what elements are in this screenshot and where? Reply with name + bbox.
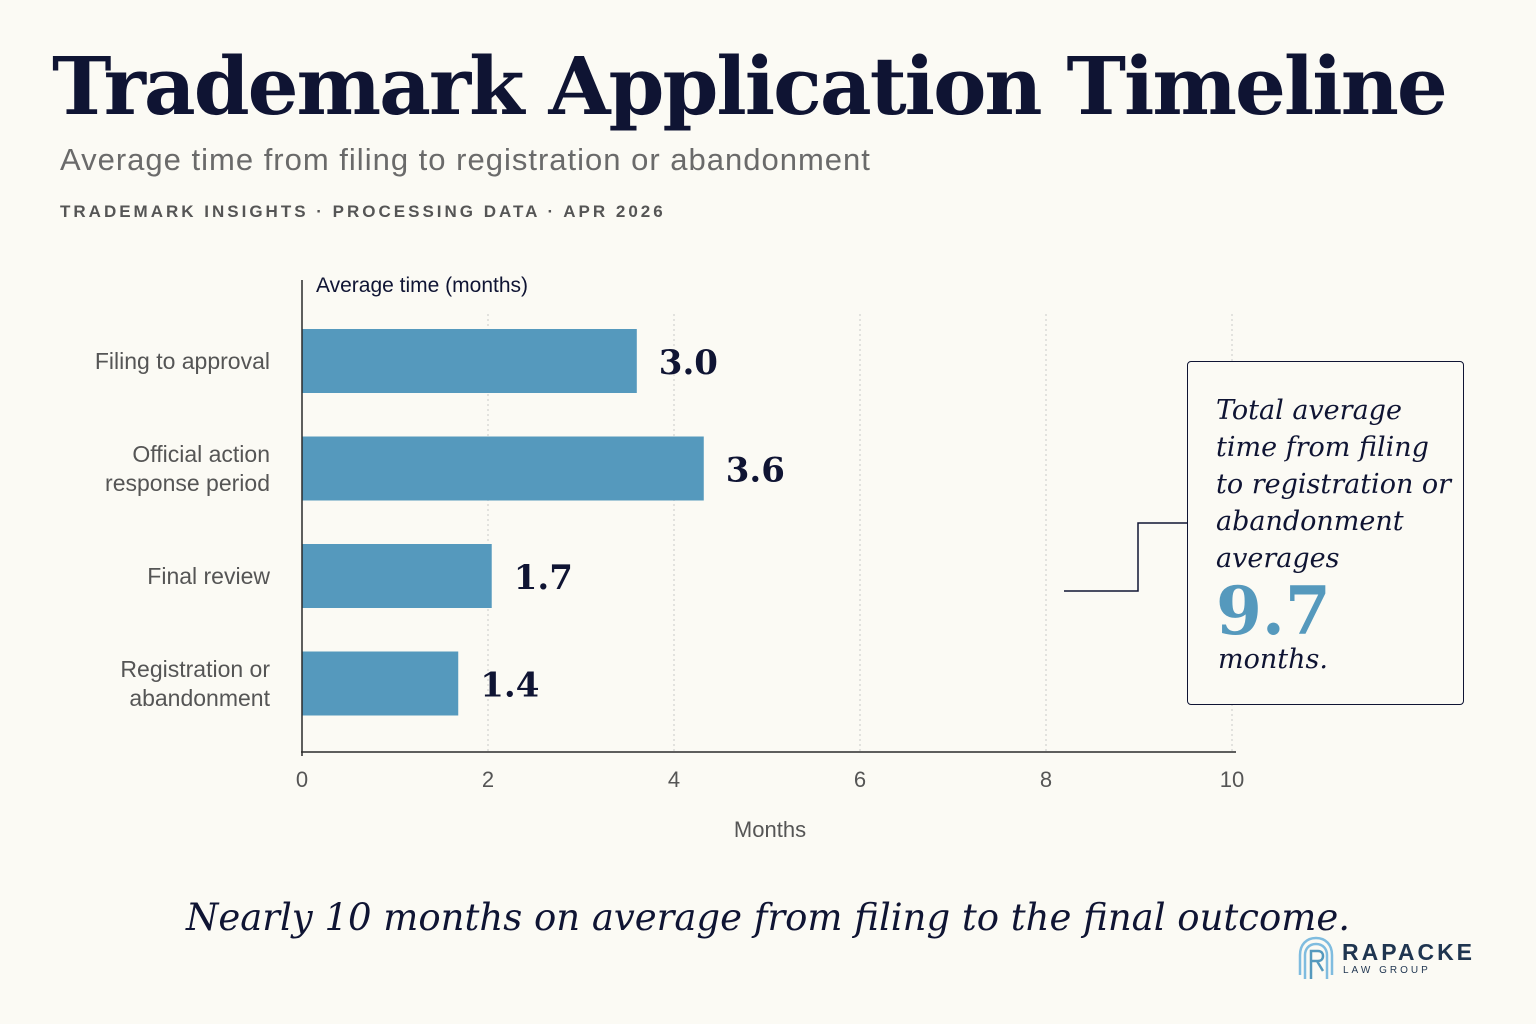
shield-logo-icon [1298,936,1334,979]
logo-wordmark: RAPACKE [1342,939,1476,965]
bar-value-label: 3.0 [659,343,718,383]
bar [302,651,459,716]
bar-value-label: 3.6 [726,451,785,491]
callout-unit: months. [1218,644,1328,675]
chart-subtitle: Average time from filing to registration… [60,142,871,177]
caption: Nearly 10 months on average from filing … [185,896,1351,939]
meta-line: TRADEMARK INSIGHTS · PROCESSING DATA · A… [60,202,666,221]
chart-title: Trademark Application Timeline [52,39,1448,133]
x-tick-label: 8 [1040,767,1052,792]
x-tick-label: 0 [296,767,308,792]
total-callout-box: Total average time from filing to regist… [1187,361,1464,705]
bar-value-label: 1.4 [480,666,539,706]
bar [302,436,704,501]
x-tick-label: 2 [482,767,494,792]
x-tick-label: 4 [668,767,680,792]
x-axis-title: Months [734,817,806,842]
bar-value-label: 1.7 [514,558,573,598]
y-axis-title: Average time (months) [316,274,529,297]
bar [302,544,492,608]
callout-connector [1064,522,1188,592]
category-label: Filing to approval [94,347,270,374]
callout-text: Total average time from filing to regist… [1216,395,1452,574]
x-tick-label: 10 [1220,767,1244,792]
category-label: Registration or abandonment [120,655,270,711]
rapacke-logo: RAPACKE LAW GROUP [1296,935,1486,985]
logo-subtitle: LAW GROUP [1343,965,1431,976]
x-tick-label: 6 [854,767,866,792]
callout-total-value: 9.7 [1216,572,1331,650]
category-label: Official action response period [105,440,270,496]
bar [302,329,637,393]
category-label: Final review [147,562,270,589]
